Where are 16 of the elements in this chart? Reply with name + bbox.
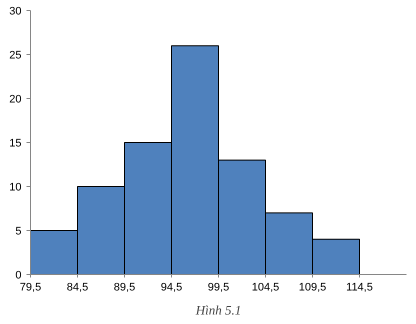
x-tick-label: 84,5 <box>66 282 88 294</box>
y-tick-label: 15 <box>9 138 22 150</box>
text: Hình 5.1 <box>194 302 242 318</box>
x-tick-label: 104,5 <box>252 282 280 294</box>
y-tick-label: 0 <box>15 270 22 282</box>
y-tick-label: 5 <box>15 226 22 238</box>
x-tick-label: 109,5 <box>298 282 326 294</box>
x-tick-label: 114,5 <box>346 282 373 294</box>
y-tick-label: 10 <box>9 182 22 194</box>
y-tick-label: 25 <box>9 50 22 62</box>
y-tick-label: 30 <box>9 6 22 18</box>
x-tick-label: 94,5 <box>160 282 182 294</box>
x-tick-label: 79,5 <box>20 282 42 294</box>
x-tick-label: 99,5 <box>208 282 230 294</box>
x-tick-label: 89,5 <box>114 282 136 294</box>
y-tick-label: 20 <box>9 94 22 106</box>
